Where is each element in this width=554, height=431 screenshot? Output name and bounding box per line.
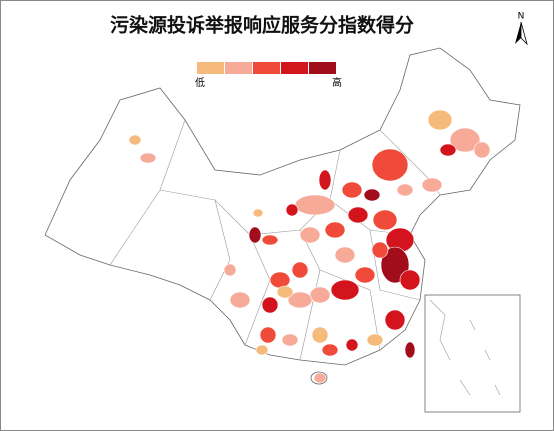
region — [309, 286, 331, 304]
region — [252, 208, 264, 218]
country-outline — [44, 47, 521, 366]
region — [128, 134, 142, 146]
region — [294, 194, 336, 216]
region — [259, 326, 277, 344]
region — [439, 143, 457, 157]
region — [449, 127, 481, 153]
region — [255, 344, 269, 356]
region — [396, 183, 414, 197]
region — [345, 338, 359, 352]
region — [341, 181, 363, 199]
legend: 低 高 — [195, 62, 342, 89]
region — [291, 261, 309, 279]
region — [421, 177, 443, 193]
legend-swatch — [309, 62, 336, 74]
region — [248, 226, 262, 244]
region — [285, 203, 299, 217]
region — [313, 372, 327, 384]
legend-swatch — [225, 62, 252, 74]
region — [473, 141, 491, 159]
region — [223, 263, 237, 277]
legend-swatch — [253, 62, 280, 74]
region — [404, 341, 416, 359]
legend-high: 高 — [332, 76, 342, 89]
region — [276, 285, 294, 299]
region — [347, 206, 369, 224]
region — [281, 333, 299, 347]
region — [371, 241, 389, 259]
legend-swatch — [197, 62, 224, 74]
region — [269, 271, 291, 289]
region — [261, 234, 279, 246]
region — [384, 309, 406, 331]
region — [399, 269, 421, 291]
region — [299, 226, 321, 244]
region — [321, 343, 339, 357]
legend-swatch — [281, 62, 308, 74]
north-label: N — [518, 12, 525, 22]
region — [318, 169, 332, 191]
region — [334, 246, 356, 264]
inset-islands — [429, 299, 501, 396]
region — [354, 266, 376, 284]
region — [427, 109, 453, 131]
region — [139, 152, 157, 164]
region — [261, 296, 279, 314]
north-arrow-left — [515, 22, 521, 44]
region — [330, 279, 360, 301]
region — [311, 326, 329, 344]
region — [287, 291, 313, 309]
region — [229, 291, 251, 309]
south-sea-inset — [424, 294, 521, 413]
regions — [128, 109, 491, 384]
region — [324, 221, 346, 239]
legend-low: 低 — [195, 76, 205, 89]
region — [371, 148, 409, 182]
north-arrow: N — [515, 12, 528, 46]
north-arrow-right — [520, 21, 528, 46]
region — [366, 333, 384, 347]
region — [363, 188, 381, 202]
map-title: 污染源投诉举报响应服务分指数得分 — [110, 14, 414, 37]
region — [372, 209, 398, 231]
